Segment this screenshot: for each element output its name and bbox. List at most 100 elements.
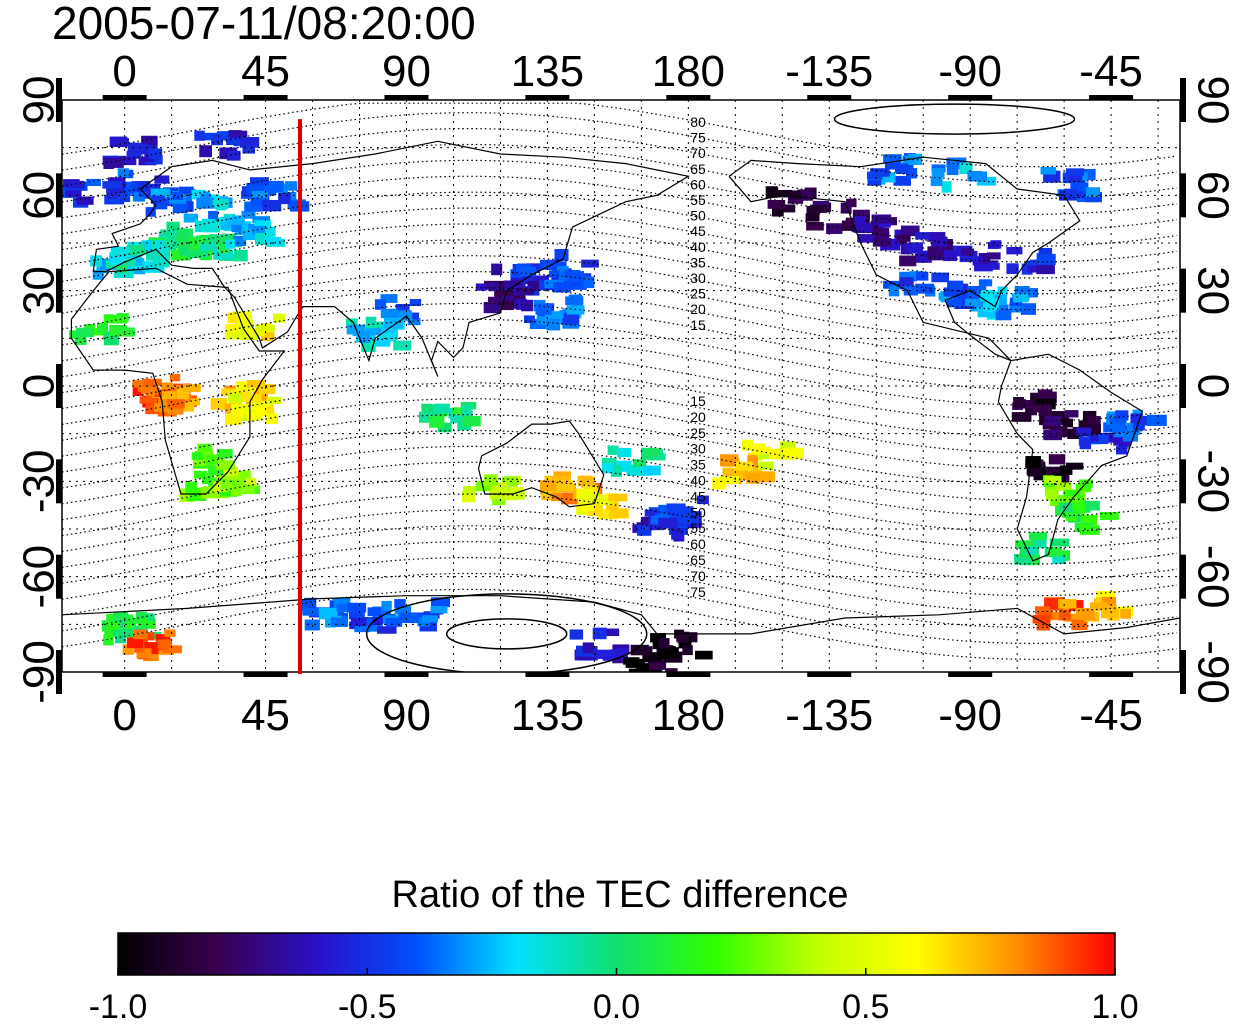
tec-cell [208, 210, 219, 222]
tec-cell [261, 226, 276, 237]
tec-cell [106, 157, 124, 168]
mag-lat-contour [62, 493, 1177, 565]
tec-cell [690, 511, 702, 519]
tec-cell [544, 311, 563, 324]
tec-cell [226, 150, 241, 161]
tec-cell [769, 448, 787, 460]
tec-cell [374, 299, 387, 310]
tec-cell [421, 615, 438, 623]
tec-cell [262, 199, 282, 212]
contour-label-south: 30 [690, 441, 706, 457]
tec-cell [941, 181, 952, 193]
tec-cell [617, 447, 632, 458]
tec-cell [1026, 546, 1037, 555]
tec-cell [946, 298, 963, 308]
tec-cell [150, 188, 171, 201]
y-tick-label-right: 60 [1189, 171, 1238, 220]
tec-cell [186, 489, 207, 501]
tec-cell [1014, 554, 1032, 565]
tec-cell [384, 317, 403, 329]
right-tick-bar [1180, 268, 1186, 313]
tec-cell [943, 250, 958, 262]
tec-cell [254, 232, 270, 245]
tec-cell [607, 445, 619, 456]
tec-cell [208, 465, 224, 476]
mag-lat-contour [62, 318, 1177, 390]
mag-lat-contour [62, 223, 1177, 295]
y-tick-label-left: -90 [14, 640, 63, 704]
tec-cell [191, 452, 204, 460]
tec-cell [1068, 172, 1083, 182]
tec-cell [336, 603, 350, 612]
tec-cell [141, 240, 153, 251]
tec-cell [960, 248, 975, 256]
tec-cell [1085, 187, 1101, 198]
tec-cell [951, 292, 967, 302]
contour-label-south: 20 [690, 409, 706, 425]
tec-cell [854, 222, 873, 234]
y-tick-label-right: -60 [1189, 545, 1238, 609]
tec-cell [230, 485, 243, 496]
contour-label-north: 15 [690, 317, 706, 333]
mag-lat-contour [62, 271, 1177, 343]
tec-cell [393, 340, 412, 351]
top-tick-bar [525, 95, 570, 100]
tec-cell [565, 296, 584, 306]
tec-cell [982, 302, 995, 313]
left-tick-bar [56, 650, 62, 694]
tec-cell [658, 517, 678, 529]
tec-cell [407, 318, 421, 326]
tec-cell [1011, 412, 1032, 422]
tec-cell [720, 476, 739, 484]
tec-cell [219, 245, 230, 254]
tec-cell [226, 135, 243, 146]
mag-lat-contour [62, 382, 1177, 454]
tec-cell [569, 629, 584, 640]
mag-lat-contour [62, 239, 1177, 311]
x-tick-label-top: -135 [785, 47, 873, 96]
tec-cell [1076, 427, 1092, 436]
tec-cell [489, 490, 506, 500]
tec-cell [285, 181, 298, 191]
tec-cell [167, 407, 184, 415]
mag-lat-contour [62, 334, 1177, 406]
tec-cell [230, 409, 244, 417]
tec-cell [204, 220, 220, 233]
tec-cell [1018, 289, 1034, 298]
mag-lat-contour [62, 477, 1177, 549]
mag-lat-contour [62, 112, 1177, 184]
tec-cell [298, 599, 311, 612]
tec-cell [163, 187, 179, 198]
contour-label-north: 40 [690, 239, 706, 255]
tec-cell [1101, 608, 1118, 619]
south-pole-contour-inner [445, 618, 568, 650]
tec-cell [196, 197, 214, 209]
tec-cell [1063, 489, 1081, 499]
top-tick-bar [807, 95, 852, 100]
tec-cell [857, 234, 878, 243]
tec-cell [176, 388, 189, 400]
mag-lat-contour [62, 302, 1177, 374]
tec-cell [244, 201, 262, 212]
contour-label-north: 20 [690, 301, 706, 317]
tec-cell [746, 473, 760, 484]
tec-cell [840, 202, 852, 214]
tec-cell [96, 322, 109, 333]
tec-cell [1095, 597, 1108, 605]
south-pole-contour-outer [365, 593, 648, 672]
tec-cell [1133, 419, 1145, 431]
tec-cell [220, 220, 234, 231]
tec-cell [278, 192, 291, 205]
tec-cell [644, 448, 662, 458]
tec-cell [789, 190, 802, 200]
x-tick-label-top: 0 [112, 47, 136, 96]
tec-cell [914, 253, 932, 263]
tec-cell [232, 215, 244, 225]
top-tick-bar [384, 95, 429, 100]
mag-lat-contour [62, 350, 1177, 422]
tec-cell [1071, 498, 1087, 507]
tec-cell [1079, 525, 1100, 535]
tec-cell [695, 650, 713, 660]
tec-cell [1052, 555, 1066, 564]
tec-cell [484, 474, 498, 486]
